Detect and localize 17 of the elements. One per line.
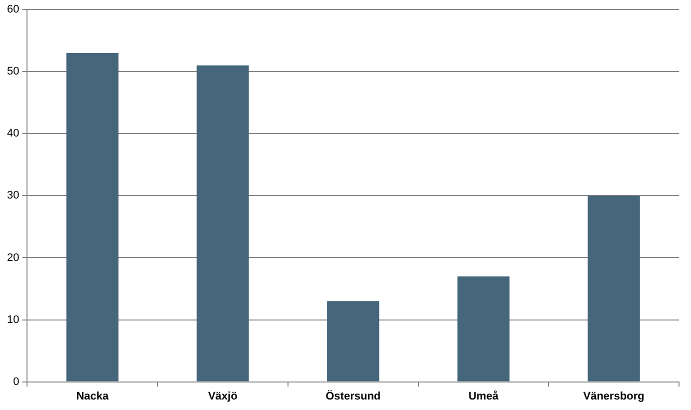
x-tick-label: Vänersborg [583,390,644,402]
y-tick-label: 30 [6,190,20,202]
bar [327,301,380,382]
bar [66,53,118,382]
y-tick-label: 50 [6,66,20,78]
y-tick-label: 10 [6,314,20,326]
bar [457,276,510,382]
x-tick-label: Växjö [208,390,238,402]
y-tick-label: 40 [6,128,20,140]
x-tick-label: Umeå [468,389,500,402]
y-tick-label: 20 [6,252,20,264]
y-tick-label: 60 [6,4,20,16]
bar [196,65,249,382]
x-tick-label: Östersund [326,389,381,402]
x-tick-label: Nacka [76,390,110,402]
bar [588,196,640,382]
y-tick-label: 0 [13,376,20,388]
